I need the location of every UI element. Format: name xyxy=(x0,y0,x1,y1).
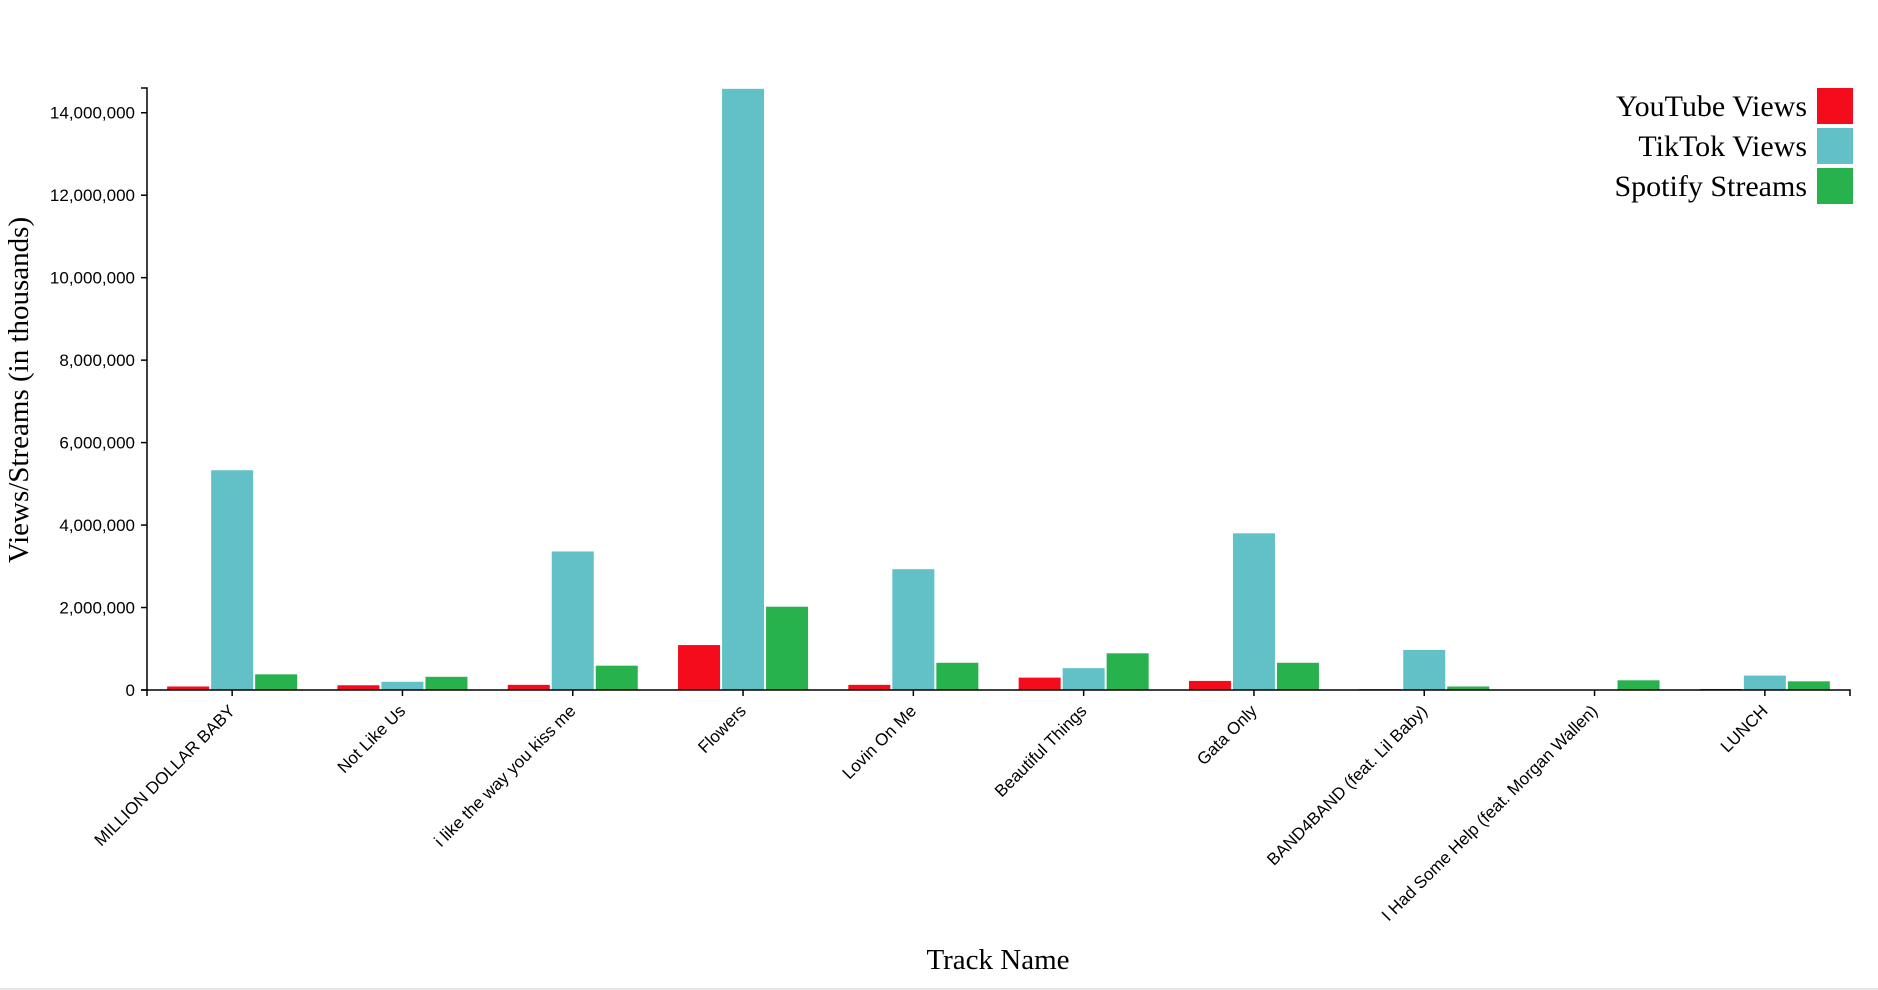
bar-tiktok-views-6 xyxy=(1062,668,1105,690)
bar-spotify-streams-10 xyxy=(1787,681,1830,690)
legend-swatch-youtube-views xyxy=(1817,88,1853,124)
y-axis-title: Views/Streams (in thousands) xyxy=(3,217,35,563)
y-tick-label: 6,000,000 xyxy=(59,434,135,453)
bar-tiktok-views-4 xyxy=(722,88,765,690)
bar-spotify-streams-1 xyxy=(255,674,298,690)
y-tick-label: 14,000,000 xyxy=(50,104,135,123)
bar-youtube-views-5 xyxy=(848,684,891,690)
bar-spotify-streams-2 xyxy=(425,676,468,690)
bar-spotify-streams-7 xyxy=(1276,662,1319,690)
bar-spotify-streams-3 xyxy=(595,665,638,690)
y-axis-line xyxy=(141,87,148,691)
bar-spotify-streams-6 xyxy=(1106,653,1149,690)
legend: YouTube Views TikTok Views Spotify Streams xyxy=(1615,88,1853,204)
bar-youtube-views-1 xyxy=(167,686,210,690)
x-axis: MILLION DOLLAR BABY Not Like Us i like the… xyxy=(91,689,1851,925)
x-tick-label: Not Like Us xyxy=(334,701,410,777)
bar-tiktok-views-8 xyxy=(1403,650,1446,690)
legend-label: TikTok Views xyxy=(1638,130,1807,163)
x-tick-label: MILLION DOLLAR BABY xyxy=(91,701,239,849)
bar-spotify-streams-9 xyxy=(1617,680,1660,690)
bar-youtube-views-4 xyxy=(678,645,721,690)
bar-tiktok-views-2 xyxy=(381,681,424,690)
y-tick-label: 4,000,000 xyxy=(59,516,135,535)
bar-tiktok-views-7 xyxy=(1232,533,1275,690)
y-tick-label: 0 xyxy=(126,681,135,700)
x-axis-line xyxy=(146,689,1851,696)
bar-tiktok-views-10 xyxy=(1743,675,1786,690)
y-tick-label: 12,000,000 xyxy=(50,186,135,205)
bar-spotify-streams-4 xyxy=(766,606,809,690)
bars-layer xyxy=(167,88,1830,690)
x-axis-title: Track Name xyxy=(926,944,1069,976)
y-tick-label: 2,000,000 xyxy=(59,599,135,618)
y-tick-label: 8,000,000 xyxy=(59,351,135,370)
legend-label: Spotify Streams xyxy=(1615,170,1808,203)
bar-youtube-views-3 xyxy=(507,684,550,690)
bar-youtube-views-6 xyxy=(1018,677,1061,690)
legend-swatch-spotify-streams xyxy=(1817,168,1853,204)
legend-label: YouTube Views xyxy=(1616,90,1807,123)
x-tick-label: Flowers xyxy=(694,701,750,757)
bottom-divider xyxy=(0,988,1878,990)
y-axis: 0 2,000,000 4,000,000 6,000,000 8,000,000 10,… xyxy=(50,87,148,700)
x-tick-label: Beautiful Things xyxy=(991,701,1090,800)
bar-spotify-streams-5 xyxy=(936,662,979,690)
bar-youtube-views-2 xyxy=(337,685,380,690)
legend-swatch-tiktok-views xyxy=(1817,128,1853,164)
x-tick-label: I Had Some Help (feat. Morgan Wallen) xyxy=(1378,701,1601,924)
x-tick-label: Gata Only xyxy=(1193,701,1261,769)
x-tick-label: BAND4BAND (feat. Lil Baby) xyxy=(1263,701,1431,869)
bar-spotify-streams-8 xyxy=(1447,686,1490,690)
x-tick-label: i like the way you kiss me xyxy=(431,701,580,850)
x-tick-label: LUNCH xyxy=(1717,701,1772,756)
bar-tiktok-views-5 xyxy=(892,569,935,690)
bar-youtube-views-7 xyxy=(1188,680,1231,690)
bar-tiktok-views-1 xyxy=(211,470,254,690)
bar-tiktok-views-3 xyxy=(551,551,594,690)
y-tick-label: 10,000,000 xyxy=(50,269,135,288)
x-tick-label: Lovin On Me xyxy=(839,701,921,783)
